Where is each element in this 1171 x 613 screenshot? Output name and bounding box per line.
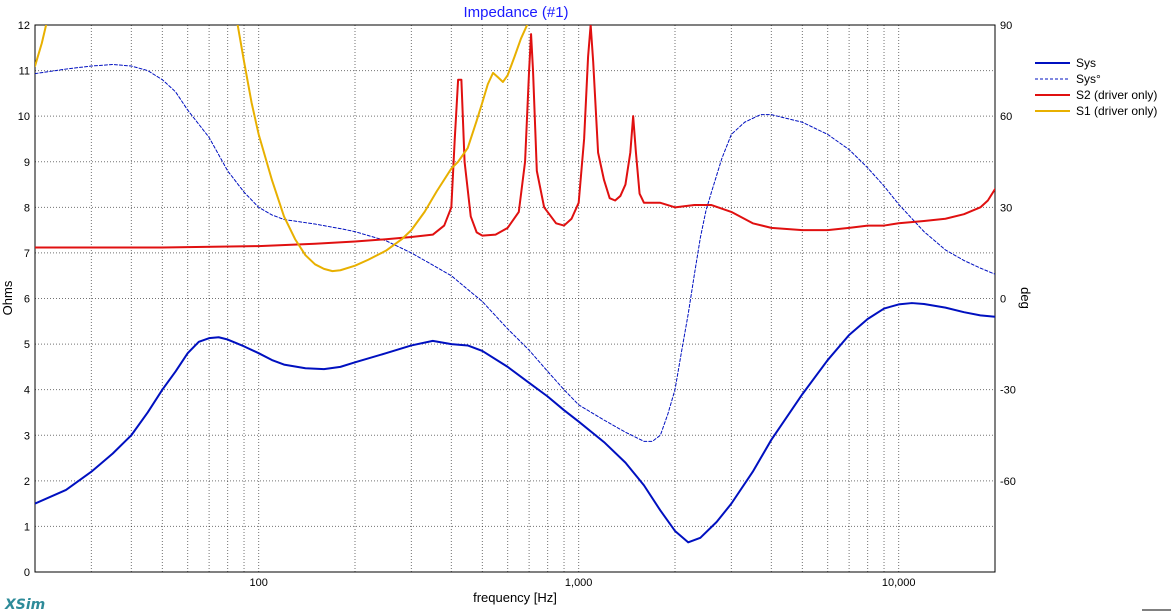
y-left-tick-label: 4 — [24, 385, 30, 397]
axes-layer — [34, 24, 996, 573]
legend: Sys Sys° S2 (driver only) S1 (driver only) — [1035, 56, 1157, 118]
y-axis-left-title: Ohms — [0, 280, 15, 315]
y-axis-right-title: deg — [1018, 287, 1033, 309]
xsim-logo: XSim — [4, 597, 45, 613]
y-right-tick-label: 60 — [1000, 111, 1012, 123]
y-left-tick-label: 0 — [24, 567, 30, 579]
legend-label: Sys — [1076, 56, 1096, 70]
legend-label: S1 (driver only) — [1076, 104, 1157, 118]
plot-frame — [34, 24, 996, 573]
y-left-tick-label: 7 — [24, 248, 30, 260]
y-left-tick-label: 6 — [24, 294, 30, 306]
legend-label: S2 (driver only) — [1076, 88, 1157, 102]
series-line-s2-driver-only — [35, 25, 995, 249]
y-left-tick-label: 10 — [18, 111, 30, 123]
y-left-tick-label: 1 — [24, 521, 30, 533]
x-axis-title: frequency [Hz] — [473, 590, 557, 605]
y-right-tick-label: -30 — [1000, 385, 1016, 397]
x-tick-label: 100 — [249, 577, 267, 589]
y-right-tick-label: 90 — [1000, 20, 1012, 32]
y-right-tick-label: 0 — [1000, 294, 1006, 306]
y-left-tick-label: 11 — [19, 66, 30, 78]
x-tick-label: 1,000 — [565, 577, 593, 589]
series-line-s1-driver-only — [35, 25, 529, 273]
y-right-tick-label: -60 — [1000, 476, 1016, 488]
y-left-tick-label: 8 — [24, 202, 30, 214]
y-right-tick-label: 30 — [1000, 202, 1012, 214]
y-left-tick-label: 9 — [24, 157, 30, 169]
y-left-tick-label: 5 — [24, 339, 30, 351]
series-line-sys — [35, 64, 995, 442]
chart-title: Impedance (#1) — [463, 4, 568, 21]
grid-layer — [35, 25, 995, 572]
x-tick-label: 10,000 — [882, 577, 916, 589]
y-left-tick-label: 12 — [18, 20, 30, 32]
legend-label: Sys° — [1076, 72, 1101, 86]
series-line-sys — [35, 302, 995, 544]
series-layer — [35, 25, 995, 544]
y-left-tick-label: 3 — [24, 430, 30, 442]
y-left-tick-label: 2 — [24, 476, 30, 488]
